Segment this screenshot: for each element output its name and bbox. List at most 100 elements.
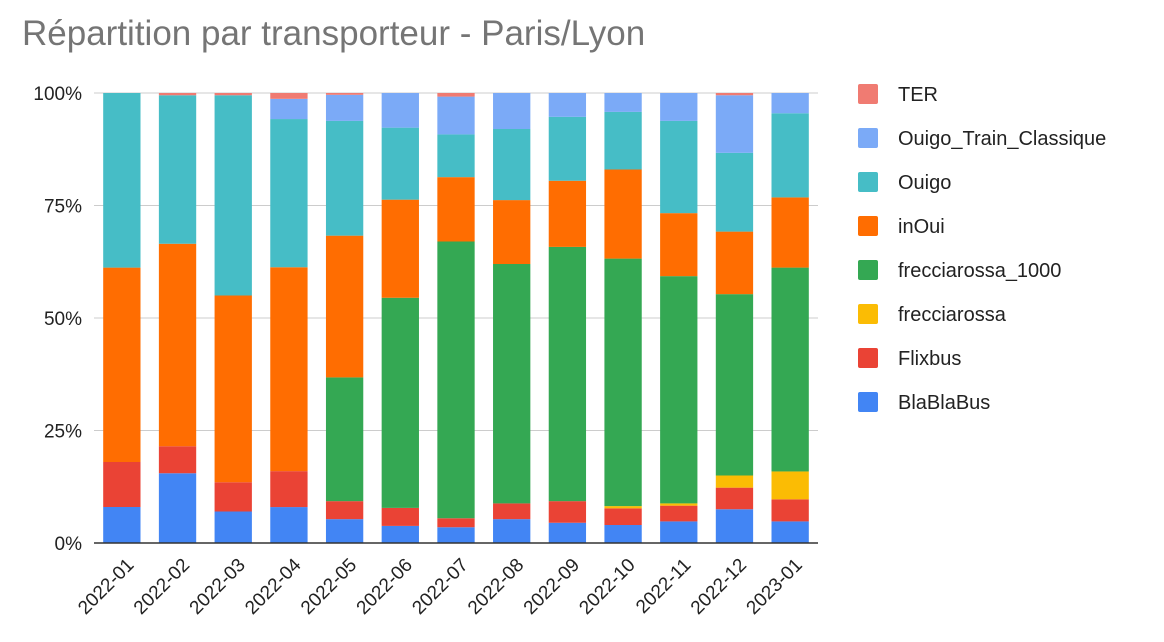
- bar-segment: [437, 241, 475, 519]
- bar-segment: [381, 199, 419, 298]
- bars: [103, 93, 809, 543]
- y-tick-label: 100%: [33, 84, 82, 105]
- bar-segment: [214, 295, 252, 483]
- y-tick-label: 25%: [44, 422, 82, 443]
- bar-segment: [493, 264, 531, 504]
- bar-segment: [381, 297, 419, 508]
- bar-segment: [270, 471, 308, 508]
- legend-swatch: [858, 304, 878, 324]
- bar-segment: [437, 93, 475, 97]
- bar-segment: [103, 93, 141, 268]
- bar-segment: [103, 267, 141, 462]
- bar-segment: [548, 522, 587, 543]
- x-tick-label: 2022-09: [520, 555, 584, 619]
- bar-segment: [771, 499, 809, 522]
- bar-segment: [548, 116, 587, 181]
- bar-segment: [548, 246, 587, 502]
- bar-segment: [604, 508, 642, 525]
- legend-label: TER: [898, 84, 938, 106]
- bar-segment: [493, 200, 531, 264]
- bar-segment: [715, 95, 754, 153]
- chart-title: Répartition par transporteur - Paris/Lyo…: [22, 14, 646, 53]
- bar-segment: [604, 525, 642, 543]
- bar-segment: [325, 501, 364, 520]
- bar-segment: [771, 471, 809, 500]
- bar-segment: [604, 258, 642, 507]
- bar-segment: [437, 134, 475, 178]
- bar-segment: [325, 377, 364, 502]
- bar-segment: [325, 235, 364, 378]
- bar-segment: [548, 501, 587, 523]
- legend-swatch: [858, 172, 878, 192]
- bar-segment: [437, 518, 475, 528]
- bar-segment: [103, 507, 141, 543]
- y-axis-ticks: 0% 25% 50% 75% 100%: [33, 84, 82, 555]
- bar-segment: [660, 505, 698, 522]
- legend-swatch: [858, 260, 878, 280]
- bar-segment: [325, 519, 364, 543]
- bar-segment: [158, 446, 197, 474]
- bar-segment: [604, 169, 642, 259]
- bar-segment: [214, 93, 252, 96]
- bar-segment: [771, 521, 809, 543]
- x-tick-label: 2022-04: [241, 554, 305, 618]
- legend-label: Ouigo: [898, 172, 951, 194]
- legend-label: frecciarossa_1000: [898, 260, 1061, 282]
- legend-swatch: [858, 392, 878, 412]
- bar-segment: [270, 267, 308, 472]
- bar-segment: [715, 509, 754, 543]
- bar-segment: [381, 93, 419, 128]
- x-tick-label: 2022-06: [353, 555, 417, 619]
- bar-segment: [158, 243, 197, 447]
- bar-segment: [660, 93, 698, 121]
- bar-segment: [493, 129, 531, 201]
- bar-segment: [715, 231, 754, 295]
- bar-segment: [493, 503, 531, 520]
- bar-segment: [548, 180, 587, 247]
- legend-swatch: [858, 128, 878, 148]
- bar-segment: [270, 507, 308, 543]
- legend-label: BlaBlaBus: [898, 392, 990, 414]
- legend-label: Flixbus: [898, 348, 961, 370]
- legend-swatch: [858, 216, 878, 236]
- bar-segment: [437, 96, 475, 135]
- bar-segment: [771, 93, 809, 114]
- bar-segment: [270, 119, 308, 268]
- legend-label: inOui: [898, 216, 945, 238]
- bar-segment: [715, 475, 754, 488]
- bar-segment: [381, 127, 419, 200]
- bar-segment: [214, 95, 252, 296]
- bar-segment: [715, 152, 754, 232]
- x-tick-label: 2022-08: [464, 555, 528, 619]
- bar-segment: [715, 294, 754, 476]
- y-tick-label: 0%: [55, 534, 83, 555]
- bar-segment: [158, 473, 197, 543]
- bar-segment: [325, 93, 364, 95]
- bar-segment: [660, 120, 698, 214]
- bar-segment: [270, 93, 308, 99]
- y-tick-label: 50%: [44, 309, 82, 330]
- bar-segment: [325, 120, 364, 236]
- bar-segment: [604, 93, 642, 112]
- y-tick-label: 75%: [44, 197, 82, 218]
- legend-label: Ouigo_Train_Classique: [898, 128, 1106, 150]
- bar-segment: [771, 197, 809, 268]
- bar-segment: [493, 519, 531, 543]
- bar-segment: [381, 507, 419, 526]
- legend-swatch: [858, 348, 878, 368]
- bar-segment: [270, 98, 308, 120]
- x-tick-label: 2022-12: [687, 555, 751, 619]
- bar-segment: [325, 94, 364, 121]
- x-tick-label: 2023-01: [743, 555, 807, 619]
- bar-segment: [493, 93, 531, 129]
- x-tick-label: 2022-10: [576, 555, 640, 619]
- bar-segment: [158, 93, 197, 96]
- bar-segment: [660, 213, 698, 277]
- bar-segment: [660, 521, 698, 543]
- legend: TER Ouigo_Train_Classique Ouigo inOui frecci…: [858, 84, 1106, 414]
- x-tick-label: 2022-02: [130, 555, 194, 619]
- bar-segment: [771, 267, 809, 472]
- bar-segment: [771, 113, 809, 198]
- bar-segment: [604, 111, 642, 170]
